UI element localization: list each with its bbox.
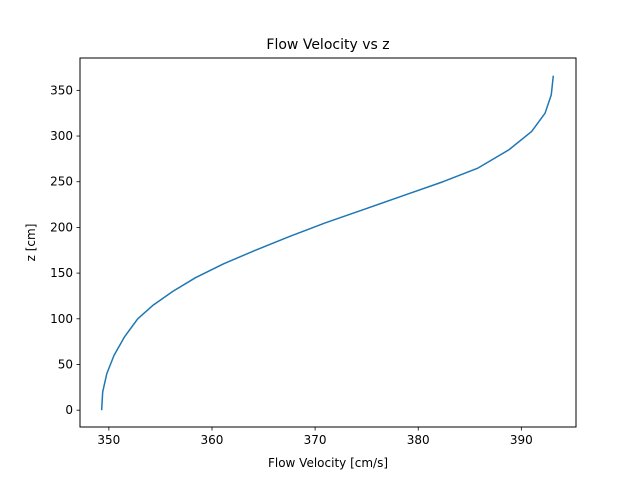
y-tick-label: 300 <box>50 129 73 143</box>
x-tick-label: 370 <box>304 433 327 447</box>
y-tick-label: 350 <box>50 83 73 97</box>
y-tick-label: 200 <box>50 220 73 234</box>
y-tick-label: 150 <box>50 266 73 280</box>
x-tick-label: 350 <box>97 433 120 447</box>
y-tick-label: 250 <box>50 175 73 189</box>
y-tick-label: 100 <box>50 312 73 326</box>
plot-frame <box>79 57 577 428</box>
x-tick-label: 390 <box>510 433 533 447</box>
x-tick-label: 380 <box>407 433 430 447</box>
y-tick-label: 0 <box>65 403 73 417</box>
y-tick-label: 50 <box>58 357 73 371</box>
x-axis-label: Flow Velocity [cm/s] <box>268 456 388 470</box>
y-axis-label: z [cm] <box>24 224 38 262</box>
series-line-0 <box>100 75 555 411</box>
x-tick-label: 360 <box>201 433 224 447</box>
chart-title: Flow Velocity vs z <box>266 37 389 53</box>
